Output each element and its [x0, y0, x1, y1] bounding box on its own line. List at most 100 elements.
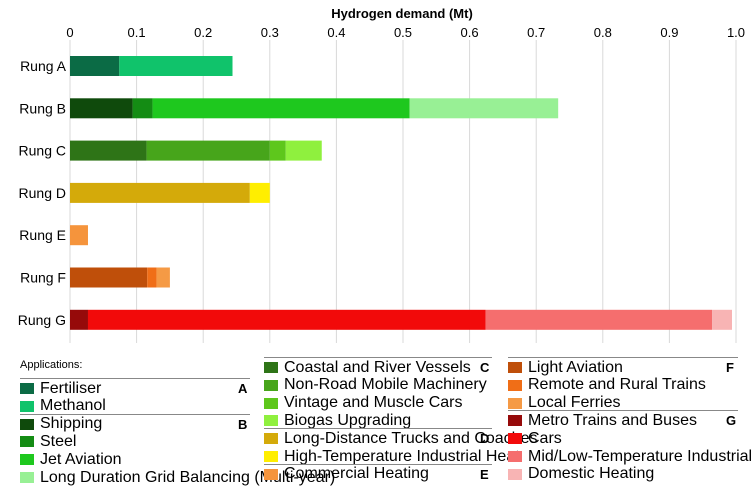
bar-segment: [87, 309, 486, 330]
bar-segment: [485, 309, 713, 330]
legend-label: Biogas Upgrading: [284, 411, 412, 429]
legend-item: Cars: [508, 430, 562, 447]
legend-label: Long-Distance Trucks and Coaches: [284, 429, 538, 447]
legend-item: Steel: [20, 433, 76, 450]
bar-segment: [152, 98, 410, 119]
category-label: Rung C: [19, 143, 66, 159]
category-label: Rung G: [18, 312, 66, 328]
x-tick-label: 0.3: [261, 25, 279, 40]
legend-swatch: [264, 415, 278, 427]
legend-label: Non-Road Mobile Machinery: [284, 376, 487, 394]
legend-item: Long Duration Grid Balancing (Multi-year…: [20, 469, 335, 486]
legend-group-letter: B: [238, 416, 248, 432]
bar-segment: [269, 140, 286, 161]
category-label: Rung B: [19, 100, 66, 116]
legend-divider: [508, 410, 738, 412]
legend-item: Mid/Low-Temperature Industrial Heat: [508, 448, 754, 465]
legend-swatch: [264, 379, 278, 391]
bar-segment: [147, 267, 157, 288]
legend-swatch: [20, 454, 34, 466]
bar-segment: [146, 140, 270, 161]
x-tick-label: 0: [66, 25, 73, 40]
legend-swatch: [508, 451, 522, 462]
legend-swatch: [508, 397, 522, 409]
legend-item: Vintage and Muscle Cars: [264, 394, 463, 412]
bar-segment: [70, 98, 133, 119]
legend-label: Shipping: [40, 415, 103, 433]
bar-segment: [285, 140, 322, 161]
x-tick-label: 0.8: [594, 25, 612, 40]
legend-swatch: [508, 362, 522, 373]
legend-swatch: [264, 433, 278, 445]
legend-label: Local Ferries: [528, 394, 621, 412]
legend-swatch: [508, 415, 522, 427]
legend-swatch: [508, 468, 522, 480]
legend-label: Coastal and River Vessels: [284, 358, 471, 376]
legend-group-letter: A: [238, 381, 248, 396]
x-tick-label: 0.5: [394, 25, 412, 40]
bar-segment: [70, 309, 88, 330]
bar-rows: Rung A Rung B Rung C Rung D Rung E Rung F Rung…: [18, 56, 733, 330]
legend-label: Methanol: [40, 397, 106, 415]
legend-swatch: [20, 383, 34, 394]
legend-divider: [264, 357, 492, 358]
legend-swatch: [508, 433, 522, 445]
x-tick-label: 1.0: [727, 25, 745, 40]
legend-item: Metro Trains and Buses: [508, 412, 697, 429]
legend-label: Long Duration Grid Balancing (Multi-year…: [40, 468, 336, 486]
legend-label: Commercial Heating: [284, 465, 429, 483]
x-tick-label: 0.1: [128, 25, 146, 40]
legend-label: Vintage and Muscle Cars: [284, 394, 463, 412]
chart-title: Hydrogen demand (Mt): [331, 6, 473, 21]
category-label: Rung E: [19, 227, 66, 243]
legend-item: Non-Road Mobile Machinery: [264, 376, 487, 394]
legend-divider: [264, 463, 492, 465]
legend-label: Mid/Low-Temperature Industrial Heat: [528, 447, 754, 465]
legend-swatch: [264, 362, 278, 373]
bar-segment: [156, 267, 170, 288]
gridlines: [69, 40, 737, 343]
x-tick-label: 0.4: [327, 25, 345, 40]
legend-item: Jet Aviation: [20, 451, 122, 468]
category-label: Rung A: [20, 58, 67, 74]
x-tick-label: 0.2: [194, 25, 212, 40]
x-tick-labels: 0 0.1 0.2 0.3 0.4 0.5 0.6 0.7 0.8 0.9 1.0: [66, 25, 745, 40]
legend-item: Coastal and River Vessels: [264, 359, 471, 376]
category-label: Rung D: [19, 185, 66, 201]
legend-label: Fertiliser: [40, 379, 102, 397]
bar-segment: [70, 56, 120, 76]
bar-segment: [119, 56, 233, 76]
legend-group-letter: E: [480, 466, 489, 482]
legend-item: Shipping: [20, 415, 103, 433]
legend-divider: [508, 357, 738, 358]
legend-group-letter: D: [480, 431, 490, 447]
legend-item: High-Temperature Industrial Heat: [264, 448, 520, 465]
bar-segment: [132, 98, 153, 119]
legend-item: Methanol: [20, 397, 106, 415]
legend-label: Light Aviation: [528, 358, 623, 376]
legend-swatch: [20, 436, 34, 448]
legend-label: Steel: [40, 432, 77, 450]
legend-group-letter: G: [726, 413, 737, 429]
legend-item: Biogas Upgrading: [264, 412, 411, 429]
legend-label: Cars: [528, 429, 562, 447]
legend-divider: [20, 378, 250, 379]
bar-segment: [409, 98, 559, 119]
legend-swatch: [20, 400, 34, 412]
category-label: Rung F: [20, 270, 66, 286]
legend-item: Domestic Heating: [508, 465, 655, 483]
legend-divider: [20, 413, 250, 415]
legend-item: Commercial Heating: [264, 465, 429, 483]
x-tick-label: 0.7: [527, 25, 545, 40]
legend-swatch: [20, 472, 34, 483]
bar-segment: [70, 225, 88, 246]
legend-swatch: [264, 468, 278, 480]
legend-label: Domestic Heating: [528, 465, 655, 483]
legend-title: Applications:: [20, 359, 83, 371]
legend-swatch: [264, 397, 278, 409]
bar-segment: [249, 182, 270, 203]
legend-item: Fertiliser: [20, 380, 101, 397]
hydrogen-demand-chart: Hydrogen demand (Mt) 0 0.1 0.2 0.3 0.4 0.5 0.6…: [18, 6, 745, 343]
bar-segment: [70, 140, 147, 161]
legend-label: Metro Trains and Buses: [528, 411, 697, 429]
